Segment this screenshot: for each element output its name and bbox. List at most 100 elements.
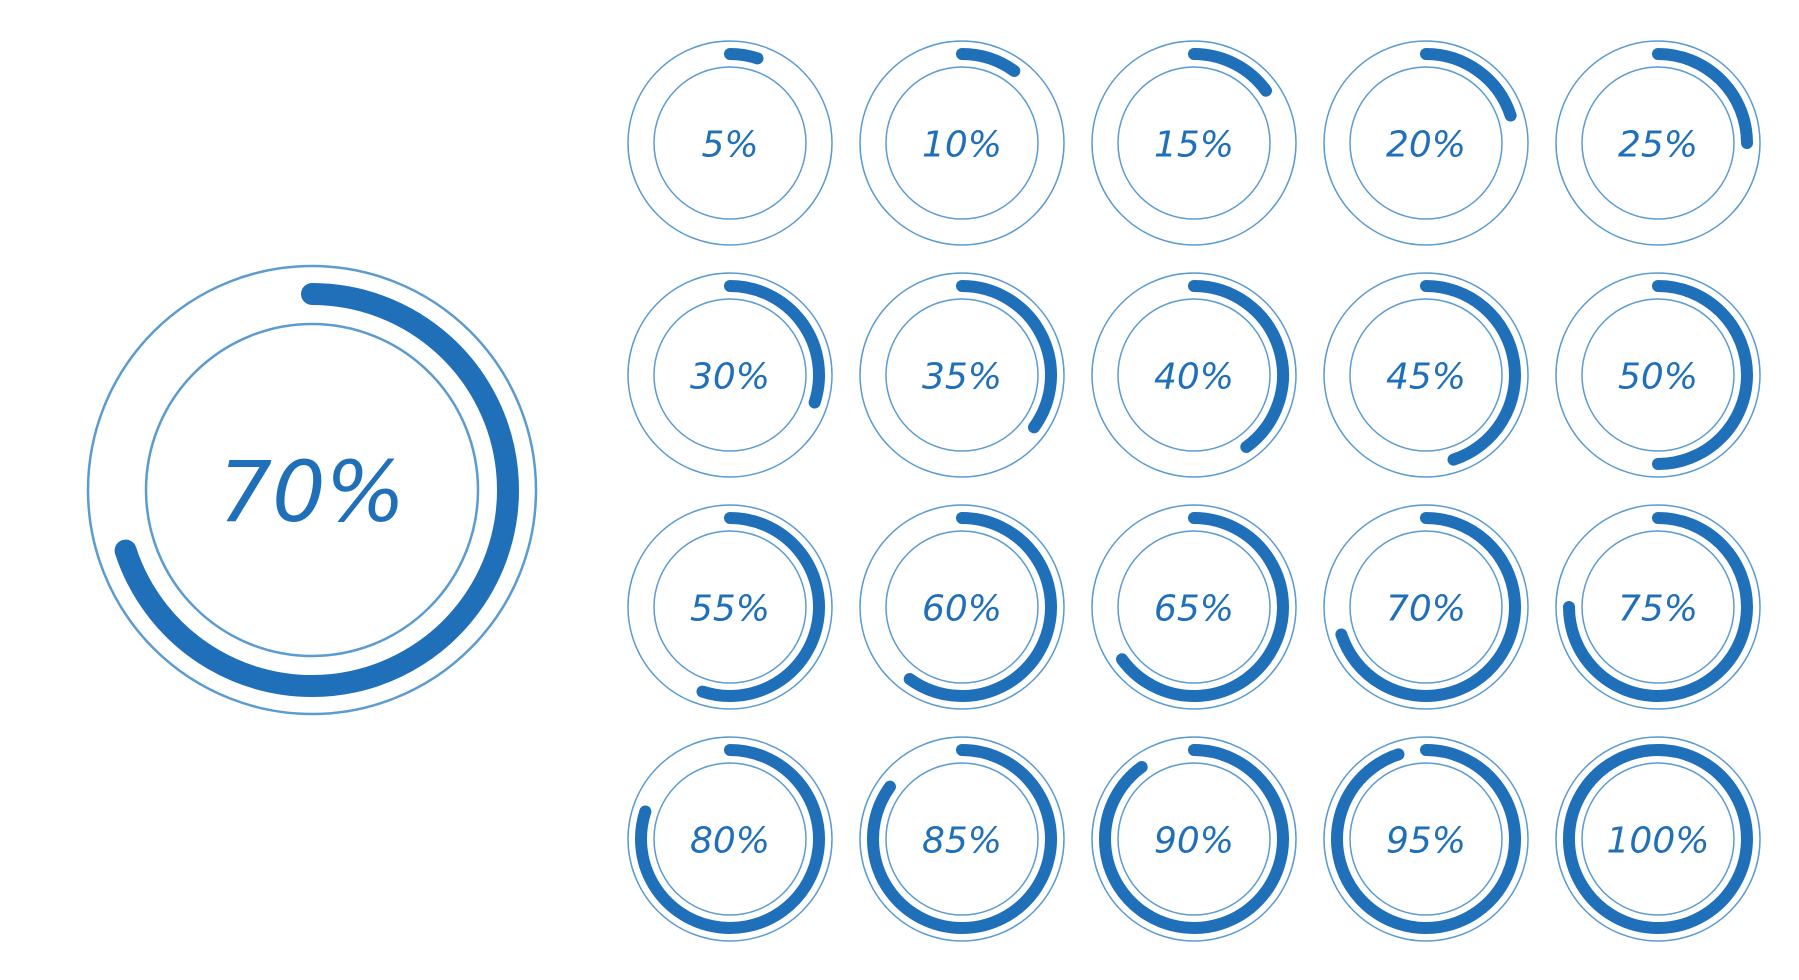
progress-ring-grid: 5% 10% 15% 20% 25% 30% 35% 40% 45% 50% 55% 60% 65% 70… (627, 40, 1761, 942)
progress-ring: 15% (1091, 40, 1297, 246)
ring-percent-label: 60% (922, 589, 1002, 630)
ring-inner-outline (1581, 530, 1735, 684)
ring-outer-outline (859, 272, 1065, 478)
ring-progress-arc (956, 48, 1021, 77)
ring-outer-outline (1091, 504, 1297, 710)
ring-inner-outline (1117, 530, 1271, 684)
ring-inner-outline (1117, 762, 1271, 916)
ring-progress-arc (635, 744, 825, 934)
progress-ring: 50% (1555, 272, 1761, 478)
ring-progress-arc (956, 280, 1057, 434)
ring-inner-outline (1117, 298, 1271, 452)
progress-ring: 25% (1555, 40, 1761, 246)
ring-inner-outline (885, 530, 1039, 684)
progress-ring: 65% (1091, 504, 1297, 710)
ring-inner-outline (1581, 762, 1735, 916)
ring-percent-label: 80% (690, 821, 770, 862)
ring-inner-outline (1581, 298, 1735, 452)
ring-percent-label: 15% (1154, 125, 1234, 166)
ring-inner-outline (1117, 66, 1271, 220)
ring-progress-arc (1335, 512, 1521, 702)
progress-ring: 90% (1091, 736, 1297, 942)
progress-ring: 95% (1323, 736, 1529, 942)
ring-percent-label: 20% (1386, 125, 1466, 166)
ring-inner-outline (653, 298, 807, 452)
progress-ring: 30% (627, 272, 833, 478)
ring-percent-label: 85% (922, 821, 1002, 862)
ring-progress-arc (1562, 744, 1753, 934)
ring-outer-outline (859, 40, 1065, 246)
ring-inner-outline (1349, 298, 1503, 452)
ring-outer-outline (859, 736, 1065, 942)
ring-inner-outline (885, 66, 1039, 220)
ring-progress-arc (696, 512, 826, 702)
ring-inner-outline (653, 530, 807, 684)
ring-progress-arc (1116, 512, 1289, 702)
progress-ring: 55% (627, 504, 833, 710)
ring-percent-label: 65% (1154, 589, 1234, 630)
ring-progress-arc (724, 280, 825, 409)
progress-ring: 10% (859, 40, 1065, 246)
progress-ring: 35% (859, 272, 1065, 478)
featured-outer-ring (86, 264, 538, 716)
ring-outer-outline (1323, 736, 1529, 942)
ring-progress-arc (1188, 48, 1272, 97)
ring-outer-outline (1323, 504, 1529, 710)
ring-inner-outline (1349, 530, 1503, 684)
ring-inner-outline (885, 762, 1039, 916)
ring-percent-label: 70% (1386, 589, 1466, 630)
ring-progress-arc (1420, 48, 1517, 122)
progress-ring: 75% (1555, 504, 1761, 710)
featured-progress-ring: 70% (86, 264, 538, 716)
ring-progress-arc (1188, 280, 1289, 453)
ring-progress-arc (1099, 744, 1290, 934)
ring-progress-arc (903, 512, 1057, 702)
ring-percent-label: 100% (1607, 821, 1710, 862)
ring-outer-outline (627, 272, 833, 478)
progress-ring: 70% (1323, 504, 1529, 710)
ring-progress-arc (1563, 512, 1753, 702)
featured-percent-label: 70% (219, 443, 406, 541)
progress-ring: 60% (859, 504, 1065, 710)
ring-inner-outline (653, 762, 807, 916)
ring-outer-outline (1091, 272, 1297, 478)
ring-percent-label: 25% (1618, 125, 1698, 166)
featured-inner-ring (144, 322, 480, 658)
ring-inner-outline (653, 66, 807, 220)
ring-percent-label: 5% (701, 125, 758, 166)
ring-percent-label: 45% (1386, 357, 1466, 398)
ring-outer-outline (627, 736, 833, 942)
progress-ring: 5% (627, 40, 833, 246)
ring-outer-outline (1091, 40, 1297, 246)
ring-progress-arc (1331, 744, 1522, 934)
ring-percent-label: 50% (1618, 357, 1698, 398)
ring-outer-outline (627, 40, 833, 246)
ring-progress-arc (1420, 280, 1521, 466)
ring-percent-label: 75% (1618, 589, 1698, 630)
ring-percent-label: 35% (922, 357, 1002, 398)
featured-progress-arc (114, 283, 519, 697)
progress-ring: 100% (1555, 736, 1761, 942)
ring-outer-outline (1091, 736, 1297, 942)
ring-inner-outline (1349, 762, 1503, 916)
ring-outer-outline (1323, 272, 1529, 478)
progress-ring: 40% (1091, 272, 1297, 478)
ring-inner-outline (885, 298, 1039, 452)
progress-ring: 85% (859, 736, 1065, 942)
ring-inner-outline (1581, 66, 1735, 220)
ring-progress-arc (1652, 280, 1753, 470)
ring-outer-outline (1555, 504, 1761, 710)
ring-percent-label: 40% (1154, 357, 1234, 398)
ring-outer-outline (1555, 736, 1761, 942)
ring-percent-label: 10% (922, 125, 1002, 166)
ring-percent-label: 55% (690, 589, 770, 630)
progress-ring: 45% (1323, 272, 1529, 478)
ring-inner-outline (1349, 66, 1503, 220)
ring-percent-label: 30% (690, 357, 770, 398)
ring-progress-arc (867, 744, 1057, 934)
progress-ring: 20% (1323, 40, 1529, 246)
ring-outer-outline (1555, 272, 1761, 478)
ring-outer-outline (627, 504, 833, 710)
ring-progress-arc (1652, 48, 1753, 149)
